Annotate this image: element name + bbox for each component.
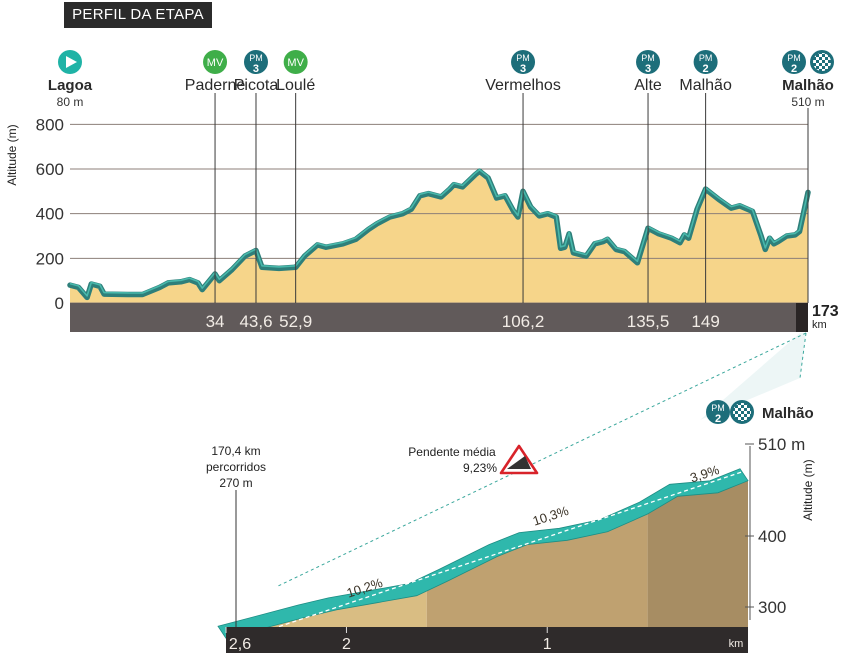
finish-km-unit: km [812,319,827,331]
climb-km-label: 2,6 [229,636,251,653]
mv-badge: MV [203,50,228,74]
km-distance-label: 52,9 [279,312,312,331]
climb-y-tick-label: 300 [758,598,786,617]
climb-summit-label: Malhão [762,405,814,422]
slope-icon [507,456,531,469]
climb-road-surface [217,468,749,639]
gradient-warning-icon [499,444,539,475]
play-icon [66,56,77,68]
zoom-wedge [700,333,806,420]
finish-km-label: 173 [812,303,839,320]
segment-gradient-label: 10,3% [531,503,571,529]
y-tick-label: 800 [36,115,64,134]
mv-icon [203,50,228,74]
checkered-icon [813,53,831,71]
km-distance-label: 135,5 [627,312,670,331]
climb-segment [426,514,648,627]
page-title: PERFIL DA ETAPA [64,2,212,28]
badge-text: MV [287,57,304,69]
climb-km-bar [226,627,748,653]
km-distance-label: 149 [691,312,719,331]
pm-badge: PM2 [706,400,730,425]
badge-category: 3 [520,63,526,75]
pm-badge: PM2 [782,50,806,75]
km-bar [70,303,796,332]
climb-top-tick-label: 510 m [758,435,805,454]
y-tick-label: 200 [36,249,64,268]
place-name: Lagoa [48,77,93,94]
pm-badge: PM3 [243,50,268,75]
mv-badge: MV [283,50,308,74]
badge-category: 3 [253,63,259,75]
average-gradient-label: Pendente média [408,445,496,459]
km-bar-finish [796,303,808,332]
checkered-icon [733,403,751,421]
pm-icon [693,50,718,74]
badge-text: PM [699,53,713,63]
badge-text: PM [249,53,263,63]
average-gradient-line [225,469,749,645]
climb-start-note: 270 m [219,476,252,490]
y-tick-label: 400 [36,205,64,224]
climb-km-unit: km [729,638,744,650]
km-distance-label: 106,2 [502,312,545,331]
place-name: Picota [234,77,279,94]
km-distance-label: 34 [206,312,225,331]
average-gradient-value: 9,23% [463,461,497,475]
place-name: Loulé [276,77,315,94]
pm-icon [706,400,730,424]
badge-category: 2 [703,63,709,75]
pm-icon [511,50,536,74]
mv-icon [283,50,308,74]
finish-badge [730,400,754,424]
pm-badge: PM2 [693,50,718,75]
badge-category: 2 [715,413,721,425]
profile-area [70,171,808,303]
profile-line-highlight [69,168,809,297]
place-name: Vermelhos [485,77,561,94]
place-name: Alte [634,77,662,94]
pm-badge: PM3 [636,50,661,75]
climb-km-label: 1 [543,636,552,653]
climb-y-axis-label: Altitude (m) [801,459,815,520]
climb-start-note: 170,4 km [211,444,260,458]
y-tick-label: 600 [36,160,64,179]
badge-text: PM [516,53,530,63]
pm-icon [782,50,806,74]
pm-badge: PM3 [511,50,536,75]
zoom-connector [799,332,807,379]
place-altitude: 80 m [57,95,84,109]
finish-badge [810,50,834,74]
badge-text: PM [787,53,801,63]
climb-km-label: 2 [342,636,351,653]
place-name: Malhão [679,77,732,94]
place-altitude: 510 m [791,95,824,109]
badge-category: 3 [645,63,651,75]
zoom-connector [275,332,807,588]
y-axis-label: Altitude (m) [5,124,19,185]
climb-y-tick-label: 400 [758,527,786,546]
pm-icon [243,50,268,74]
start-badge [58,50,82,74]
badge-text: PM [641,53,655,63]
pm-icon [636,50,661,74]
badge-category: 2 [791,63,797,75]
km-distance-label: 43,6 [239,312,272,331]
climb-segment [226,590,427,639]
badge-text: MV [207,57,224,69]
climb-segment [647,480,748,627]
place-name: Malhão [782,77,834,94]
climb-start-note: percorridos [206,460,266,474]
badge-text: PM [711,403,725,413]
place-name: Paderne [185,77,246,94]
y-tick-label: 0 [55,294,64,313]
